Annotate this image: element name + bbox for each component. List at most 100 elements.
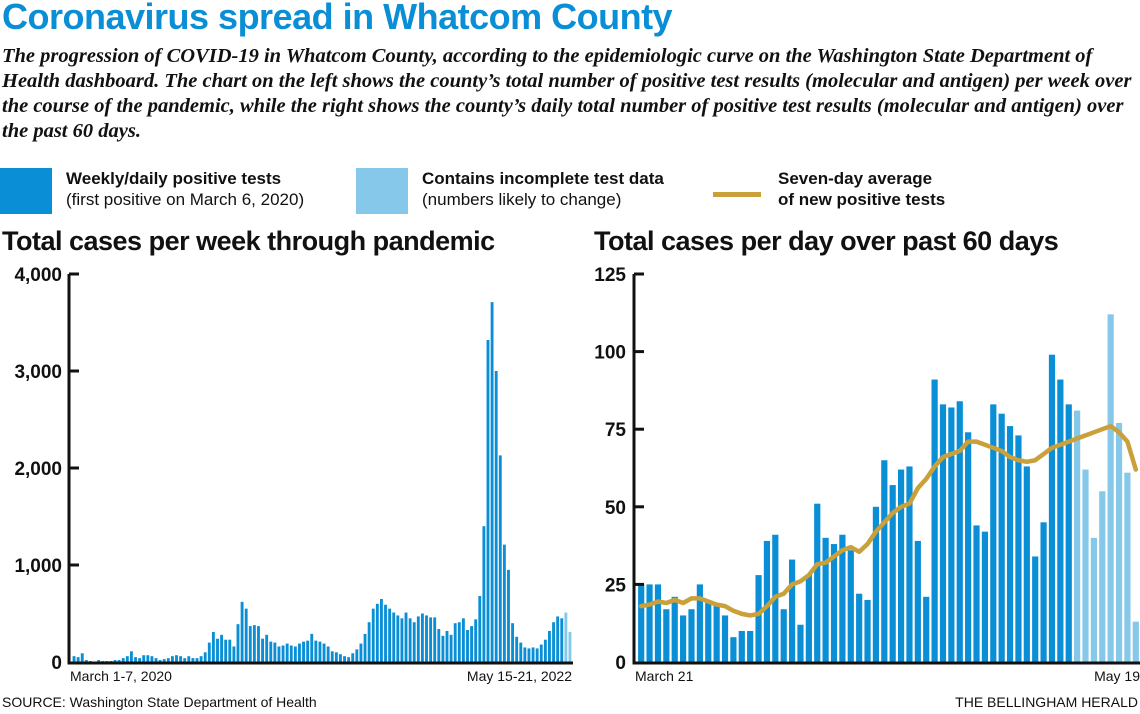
bar bbox=[314, 640, 318, 662]
bar bbox=[425, 615, 428, 662]
bar bbox=[224, 639, 228, 662]
bar-incomplete bbox=[1090, 537, 1097, 662]
bar bbox=[847, 550, 854, 662]
bar bbox=[80, 653, 84, 662]
y-tick-label: 0 bbox=[615, 653, 626, 674]
y-tick-label: 100 bbox=[594, 343, 626, 364]
bar bbox=[981, 531, 989, 662]
bar bbox=[375, 603, 379, 662]
bar bbox=[261, 638, 265, 662]
bar bbox=[150, 656, 154, 662]
right-chart: 0 25 50 75 100 125 March 21 May 19 bbox=[594, 265, 1140, 684]
bar bbox=[1057, 379, 1064, 662]
bar bbox=[738, 630, 745, 662]
bar bbox=[125, 656, 129, 662]
bar bbox=[531, 647, 535, 662]
bar bbox=[306, 640, 310, 662]
x-label-start: March 21 bbox=[635, 668, 694, 684]
bar bbox=[864, 599, 871, 662]
bar bbox=[211, 631, 215, 662]
x-label-end: May 15-21, 2022 bbox=[467, 668, 572, 684]
bar bbox=[445, 630, 449, 662]
bar bbox=[889, 485, 896, 662]
page-title: Coronavirus spread in Whatcom County bbox=[2, 0, 673, 37]
bar bbox=[269, 641, 273, 662]
legend-swatch-incomplete bbox=[356, 168, 408, 214]
bar bbox=[797, 624, 804, 662]
bar bbox=[688, 609, 695, 662]
bar bbox=[265, 634, 269, 662]
bar bbox=[293, 646, 297, 662]
bar bbox=[146, 655, 150, 662]
bar bbox=[788, 559, 796, 662]
bar bbox=[236, 624, 240, 662]
bar bbox=[187, 656, 191, 662]
page-subtitle: The progression of COVID-19 in Whatcom C… bbox=[2, 45, 1132, 142]
bar bbox=[76, 657, 80, 662]
bar bbox=[298, 643, 301, 662]
bar bbox=[355, 649, 359, 662]
bar bbox=[914, 540, 921, 662]
bar bbox=[330, 651, 334, 662]
y-tick-label: 25 bbox=[605, 575, 627, 596]
bar bbox=[343, 656, 346, 662]
bar bbox=[363, 633, 367, 662]
bar bbox=[721, 615, 729, 662]
bar-incomplete bbox=[1132, 621, 1139, 662]
bar bbox=[956, 401, 963, 662]
bar bbox=[134, 657, 137, 662]
bar bbox=[856, 593, 863, 662]
bar bbox=[822, 537, 829, 662]
bar bbox=[429, 617, 433, 662]
bar bbox=[72, 656, 76, 662]
bar bbox=[277, 646, 281, 662]
bar bbox=[367, 622, 371, 662]
bar bbox=[470, 626, 474, 662]
bar bbox=[897, 469, 905, 662]
bar bbox=[273, 642, 277, 662]
bar bbox=[486, 339, 490, 662]
bar bbox=[175, 655, 178, 662]
bar bbox=[1032, 556, 1039, 662]
bar bbox=[441, 635, 445, 662]
bar bbox=[117, 660, 121, 662]
bar bbox=[881, 460, 888, 662]
legend-item-weekly: Weekly/daily positive tests (first posit… bbox=[66, 168, 304, 210]
bar bbox=[965, 432, 972, 662]
bar bbox=[412, 622, 416, 662]
bar bbox=[252, 625, 256, 662]
bar bbox=[121, 658, 125, 662]
legend-title-incomplete: Contains incomplete test data bbox=[422, 169, 664, 188]
bar bbox=[216, 638, 219, 662]
bar bbox=[931, 379, 938, 662]
bar bbox=[240, 601, 244, 662]
bar bbox=[179, 656, 183, 662]
bar bbox=[552, 622, 555, 662]
right-chart-title: Total cases per day over past 60 days bbox=[594, 226, 1059, 256]
bar bbox=[285, 643, 289, 662]
legend-title-weekly: Weekly/daily positive tests bbox=[66, 169, 282, 188]
bar bbox=[449, 634, 453, 662]
bar bbox=[507, 569, 510, 662]
bar-incomplete bbox=[564, 612, 568, 662]
bar bbox=[663, 609, 670, 662]
y-tick-label: 0 bbox=[51, 653, 62, 674]
bar bbox=[220, 634, 224, 662]
bar bbox=[474, 619, 478, 662]
bar bbox=[478, 596, 482, 662]
bar bbox=[203, 652, 207, 662]
seven-day-average-line bbox=[638, 423, 1139, 618]
left-chart-title: Total cases per week through pandemic bbox=[2, 226, 495, 256]
x-label-end: May 19 bbox=[1094, 668, 1140, 684]
bar bbox=[730, 637, 737, 662]
bar bbox=[453, 623, 457, 662]
bar bbox=[232, 646, 236, 662]
bar bbox=[244, 608, 248, 662]
bar bbox=[257, 626, 260, 662]
bar bbox=[228, 639, 232, 662]
bar bbox=[747, 630, 754, 662]
bar bbox=[872, 506, 880, 662]
bar-incomplete bbox=[1074, 410, 1081, 662]
bar bbox=[457, 622, 461, 662]
